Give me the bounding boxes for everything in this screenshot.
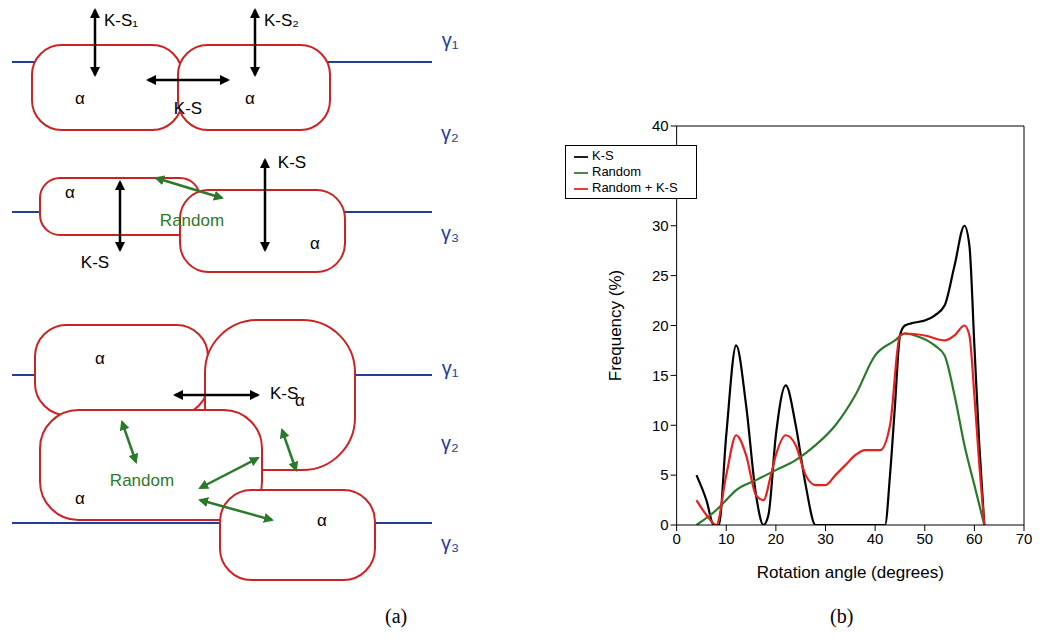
svg-text:30: 30 [652,217,669,234]
svg-text:40: 40 [652,117,669,134]
svg-text:K-S: K-S [278,153,306,172]
svg-text:γ₃: γ₃ [441,532,459,554]
svg-text:Rotation angle (degrees): Rotation angle (degrees) [757,563,944,582]
svg-text:70: 70 [1016,530,1033,547]
svg-text:α: α [317,511,327,530]
html-text:Random: Random [592,164,642,179]
svg-text:25: 25 [652,267,669,284]
svg-text:K-S: K-S [81,253,109,272]
svg-text:α: α [295,391,305,410]
svg-text:K-S₁: K-S₁ [104,11,138,30]
svg-text:20: 20 [768,530,785,547]
svg-text:α: α [245,89,255,108]
html-text:(a): (a) [385,605,408,627]
svg-text:20: 20 [652,317,669,334]
html-text:(b): (b) [830,605,854,627]
svg-text:γ₁: γ₁ [442,29,459,51]
html-text:K-S: K-S [592,148,614,163]
svg-text:γ₁: γ₁ [442,357,459,379]
svg-text:35: 35 [652,167,669,184]
svg-text:α: α [75,489,85,508]
svg-text:0: 0 [660,516,668,533]
svg-text:40: 40 [867,530,884,547]
svg-text:α: α [95,349,105,368]
svg-text:10: 10 [652,417,669,434]
svg-text:5: 5 [660,466,668,483]
svg-text:Frequency (%): Frequency (%) [606,270,625,381]
svg-text:30: 30 [817,530,834,547]
svg-text:γ₂: γ₂ [441,432,459,454]
html-text:Random + K-S: Random + K-S [592,180,678,195]
svg-text:Random: Random [160,211,224,230]
svg-text:0: 0 [672,530,680,547]
svg-text:γ₃: γ₃ [441,222,459,244]
svg-text:Random: Random [110,471,174,490]
svg-text:10: 10 [718,530,735,547]
svg-text:γ₂: γ₂ [441,122,459,144]
svg-text:α: α [65,183,75,202]
svg-text:α: α [310,234,320,253]
svg-text:15: 15 [652,367,669,384]
svg-text:K-S₂: K-S₂ [264,11,299,30]
svg-text:K-S: K-S [174,99,202,118]
svg-text:K-S: K-S [270,384,298,403]
svg-text:50: 50 [916,530,933,547]
svg-text:α: α [75,89,85,108]
svg-text:60: 60 [966,530,983,547]
